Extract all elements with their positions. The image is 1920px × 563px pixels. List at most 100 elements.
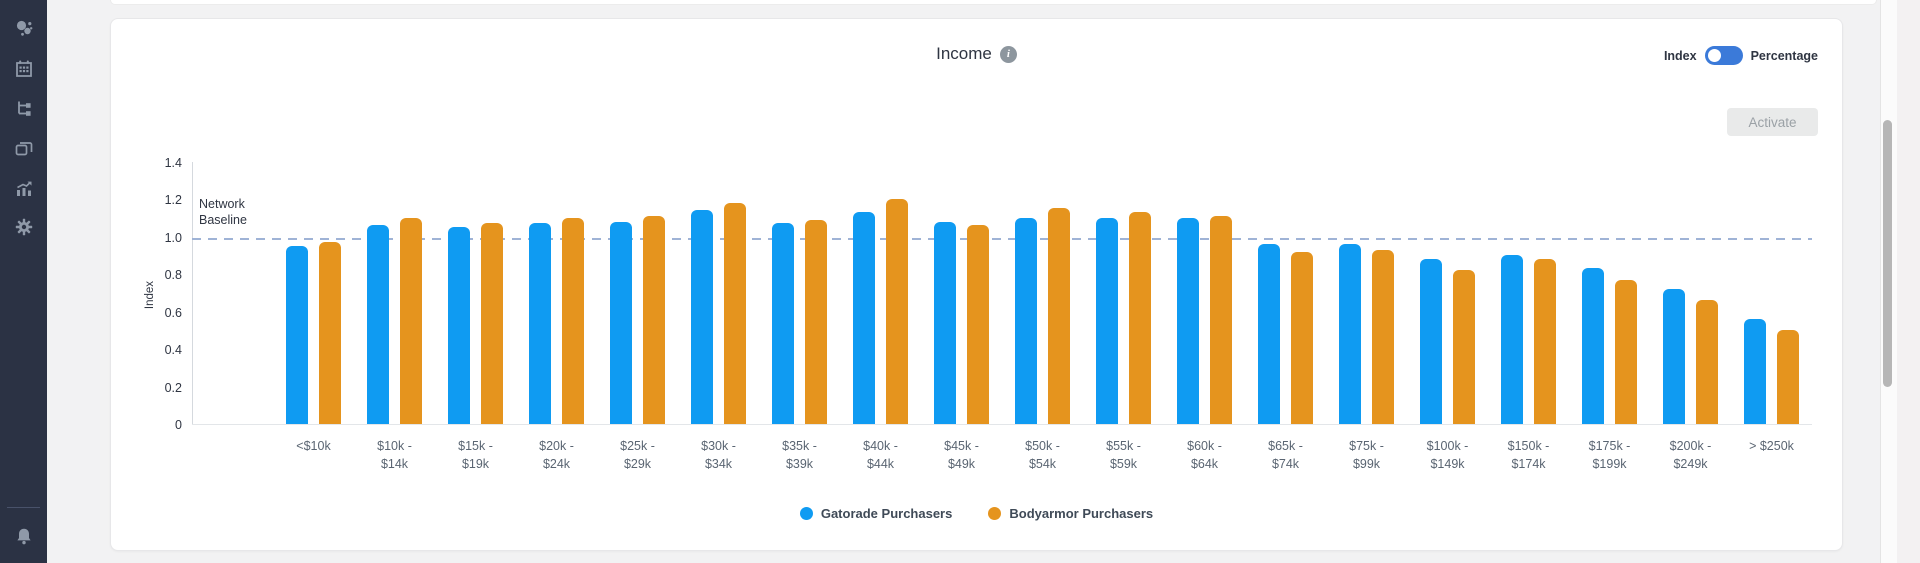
bar[interactable] (1129, 212, 1151, 424)
x-axis-label: <$10k (296, 439, 331, 453)
x-axis-label: $35k - $39k (782, 439, 817, 471)
y-tick-label: 0.2 (164, 380, 182, 395)
bar[interactable] (286, 245, 308, 424)
bar[interactable] (1744, 319, 1766, 424)
y-tick-label: 0.4 (164, 343, 182, 357)
previous-card-edge (110, 0, 1877, 5)
bar[interactable] (886, 199, 908, 424)
bar[interactable] (1615, 279, 1637, 424)
bar[interactable] (1696, 300, 1718, 424)
bar-group (1650, 162, 1731, 424)
bar-group (354, 162, 435, 424)
notifications-icon[interactable] (15, 527, 33, 545)
bar[interactable] (772, 223, 794, 424)
scrollbar-thumb[interactable] (1883, 120, 1892, 387)
x-axis-label: $40k - $44k (863, 439, 898, 471)
calendar-icon[interactable] (15, 59, 33, 77)
x-axis-label: $60k - $64k (1187, 439, 1222, 471)
bar[interactable] (319, 242, 341, 424)
x-axis-label: $50k - $54k (1025, 439, 1060, 471)
bar-group (273, 162, 354, 424)
bar[interactable] (610, 221, 632, 424)
page-title: Income (936, 44, 992, 63)
x-axis-label: $65k - $74k (1268, 439, 1303, 471)
legend-item[interactable]: Gatorade Purchasers (799, 506, 953, 521)
bar-group (597, 162, 678, 424)
bar[interactable] (448, 227, 470, 424)
bar[interactable] (1777, 330, 1799, 424)
y-tick-label: 1.4 (164, 155, 182, 170)
bar[interactable] (1291, 251, 1313, 424)
bar[interactable] (805, 219, 827, 424)
bar[interactable] (1663, 289, 1685, 424)
bar[interactable] (1015, 217, 1037, 424)
bar[interactable] (1420, 259, 1442, 424)
bar[interactable] (1177, 217, 1199, 424)
y-tick-label: 1.2 (164, 193, 182, 207)
chart-legend: Gatorade Purchasers Bodyarmor Purchasers (110, 506, 1843, 521)
bar[interactable] (1339, 244, 1361, 424)
x-axis-label: $25k - $29k (620, 439, 655, 471)
bar[interactable] (1210, 215, 1232, 424)
bar-group (840, 162, 921, 424)
bar[interactable] (562, 217, 584, 424)
bar[interactable] (367, 225, 389, 424)
bar-group (759, 162, 840, 424)
index-percentage-toggle[interactable] (1704, 46, 1743, 65)
bar[interactable] (1453, 270, 1475, 424)
x-axis-label: $150k - $174k (1507, 439, 1550, 471)
cards-icon[interactable] (15, 139, 33, 157)
bar[interactable] (481, 223, 503, 424)
sidebar (0, 0, 47, 563)
x-axis-label: $30k - $34k (701, 439, 736, 471)
bar[interactable] (967, 225, 989, 424)
toggle-knob (1707, 49, 1721, 62)
bar[interactable] (934, 221, 956, 424)
legend-label: Bodyarmor Purchasers (1009, 506, 1154, 521)
bar-group (1488, 162, 1569, 424)
activate-button[interactable]: Activate (1727, 108, 1818, 136)
legend-label: Gatorade Purchasers (820, 506, 953, 521)
x-axis-label: $175k - $199k (1588, 439, 1631, 471)
bar-group (1569, 162, 1650, 424)
bar[interactable] (724, 202, 746, 424)
bar[interactable] (1534, 259, 1556, 424)
bar[interactable] (691, 210, 713, 424)
x-axis-label: $55k - $59k (1106, 439, 1141, 471)
audience-icon[interactable] (15, 19, 33, 37)
window-margin (1897, 0, 1920, 563)
network-baseline-line (192, 237, 1812, 240)
y-tick-label: 0 (175, 418, 182, 432)
bar[interactable] (1048, 208, 1070, 424)
bar[interactable] (400, 217, 422, 424)
x-axis-line (192, 424, 1812, 425)
x-axis-label: $100k - $149k (1426, 439, 1469, 471)
bar[interactable] (1096, 217, 1118, 424)
x-axis-label: $45k - $49k (944, 439, 979, 471)
index-percentage-toggle-row: Index Percentage (1664, 46, 1818, 65)
bars (273, 162, 1812, 424)
toggle-left-label: Index (1663, 48, 1697, 63)
bar[interactable] (1258, 244, 1280, 424)
bar[interactable] (529, 223, 551, 424)
bar-group (1002, 162, 1083, 424)
chart-header: Income i (110, 42, 1843, 66)
analytics-icon[interactable] (15, 179, 33, 197)
bar-group (1731, 162, 1812, 424)
journey-icon[interactable] (15, 99, 33, 117)
y-tick-label: 0.6 (164, 305, 182, 320)
y-tick-label: 1.0 (164, 230, 182, 245)
info-icon[interactable]: i (999, 45, 1017, 63)
x-axis-labels: <$10k $10k - $14k $15k - $19k $20k - $24k $25k … (273, 437, 1812, 473)
bar[interactable] (1372, 249, 1394, 424)
legend-item[interactable]: Bodyarmor Purchasers (988, 506, 1153, 521)
x-axis-label: > $250k (1749, 439, 1794, 453)
bar[interactable] (643, 215, 665, 424)
bar[interactable] (853, 212, 875, 424)
x-axis-label: $200k - $249k (1669, 439, 1712, 471)
plot-area (192, 162, 1812, 425)
bar[interactable] (1582, 268, 1604, 424)
bar[interactable] (1501, 255, 1523, 424)
settings-icon[interactable] (15, 218, 33, 236)
x-axis-label: $75k - $99k (1349, 439, 1384, 471)
